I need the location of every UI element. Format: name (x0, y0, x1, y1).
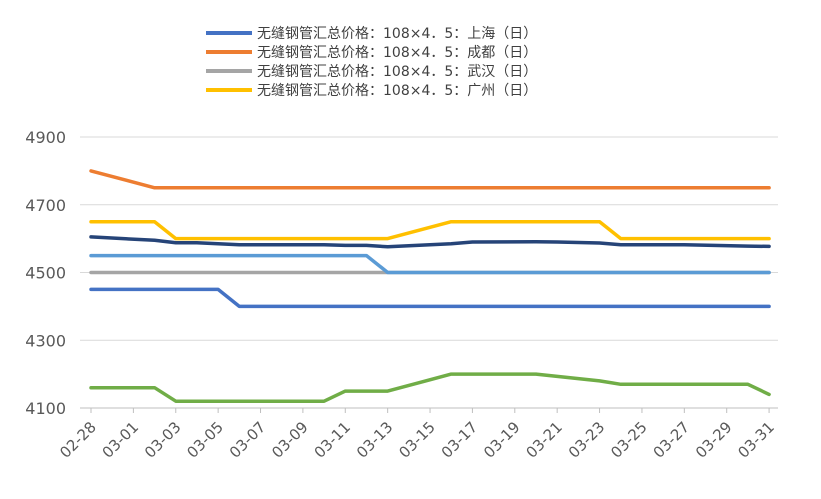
axes: 4100 4300 4500 4700 4900 02-2803-0103-0303-05… (25, 128, 778, 462)
series-lines (89, 169, 771, 403)
y-tick-label: 4500 (25, 264, 66, 283)
x-tick-label: 03-21 (522, 418, 566, 462)
y-tick-label: 4900 (25, 128, 66, 147)
x-tick-label: 03-09 (268, 418, 312, 462)
legend-label: 无缝钢管汇总价格：108×4．5：武汉（日） (257, 64, 537, 80)
series-line-6 (89, 372, 771, 403)
x-tick-label: 03-07 (226, 418, 270, 462)
x-tick-label: 03-23 (565, 418, 609, 462)
y-tick-label: 4700 (25, 196, 66, 215)
x-tick-label: 03-13 (353, 418, 397, 462)
legend-label: 无缝钢管汇总价格：108×4．5：成都（日） (257, 45, 537, 61)
legend-label: 无缝钢管汇总价格：108×4．5：广州（日） (257, 83, 537, 99)
series-line-4 (89, 253, 771, 275)
series-line-3 (89, 219, 771, 241)
legend-label: 无缝钢管汇总价格：108×4．5：上海（日） (257, 26, 537, 42)
y-tick-label: 4100 (25, 399, 66, 418)
x-tick-label: 03-31 (734, 418, 778, 462)
x-tick-label: 03-27 (650, 418, 694, 462)
series-line-1 (89, 169, 771, 190)
x-tick-label: 03-01 (99, 418, 143, 462)
x-tick-label: 03-19 (480, 418, 524, 462)
x-tick-label: 03-15 (395, 418, 439, 462)
series-line-5 (89, 235, 771, 249)
x-tick-label: 03-17 (438, 418, 482, 462)
x-tick-label: 03-11 (311, 418, 355, 462)
x-tick-label: 03-03 (141, 418, 185, 462)
y-tick-label: 4300 (25, 331, 66, 350)
series-line-0 (89, 287, 771, 309)
x-tick-label: 02-28 (56, 418, 100, 462)
x-tick-label: 03-25 (607, 418, 651, 462)
x-tick-label: 03-29 (692, 418, 736, 462)
x-tick-label: 03-05 (183, 418, 227, 462)
legend: 无缝钢管汇总价格：108×4．5：上海（日） 无缝钢管汇总价格：108×4．5：成… (206, 26, 537, 99)
